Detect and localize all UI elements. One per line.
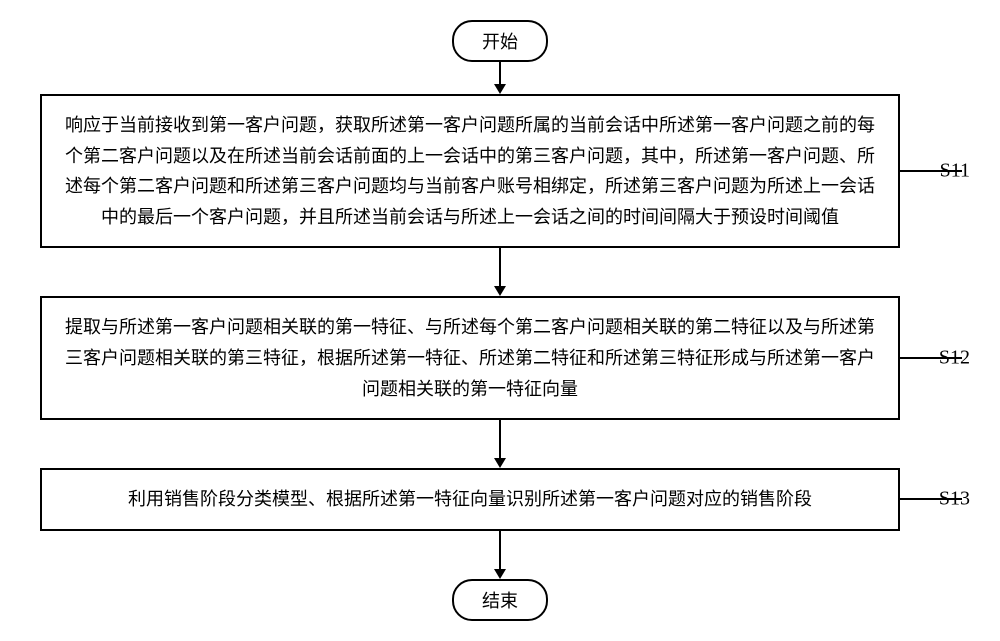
step-row-s13: 利用销售阶段分类模型、根据所述第一特征向量识别所述第一客户问题对应的销售阶段 S… bbox=[30, 468, 970, 531]
arrow-s11-to-s12 bbox=[490, 248, 510, 296]
arrow-s12-to-s13 bbox=[490, 420, 510, 468]
step-row-s12: 提取与所述第一客户问题相关联的第一特征、与所述每个第二客户问题相关联的第二特征以… bbox=[30, 296, 970, 420]
step-label-s11: S11 bbox=[940, 160, 970, 183]
step-row-s11: 响应于当前接收到第一客户问题，获取所述第一客户问题所属的当前会话中所述第一客户问… bbox=[30, 94, 970, 248]
process-box-s11: 响应于当前接收到第一客户问题，获取所述第一客户问题所属的当前会话中所述第一客户问… bbox=[40, 94, 900, 248]
arrow-start-to-s11 bbox=[490, 62, 510, 94]
end-terminal: 结束 bbox=[452, 579, 548, 621]
flowchart-container: 开始 响应于当前接收到第一客户问题，获取所述第一客户问题所属的当前会话中所述第一… bbox=[30, 20, 970, 621]
step-label-s12: S12 bbox=[939, 347, 970, 370]
arrow-s13-to-end bbox=[490, 531, 510, 579]
step-label-s13: S13 bbox=[939, 488, 970, 511]
start-terminal: 开始 bbox=[452, 20, 548, 62]
process-box-s12: 提取与所述第一客户问题相关联的第一特征、与所述每个第二客户问题相关联的第二特征以… bbox=[40, 296, 900, 420]
process-box-s13: 利用销售阶段分类模型、根据所述第一特征向量识别所述第一客户问题对应的销售阶段 bbox=[40, 468, 900, 531]
